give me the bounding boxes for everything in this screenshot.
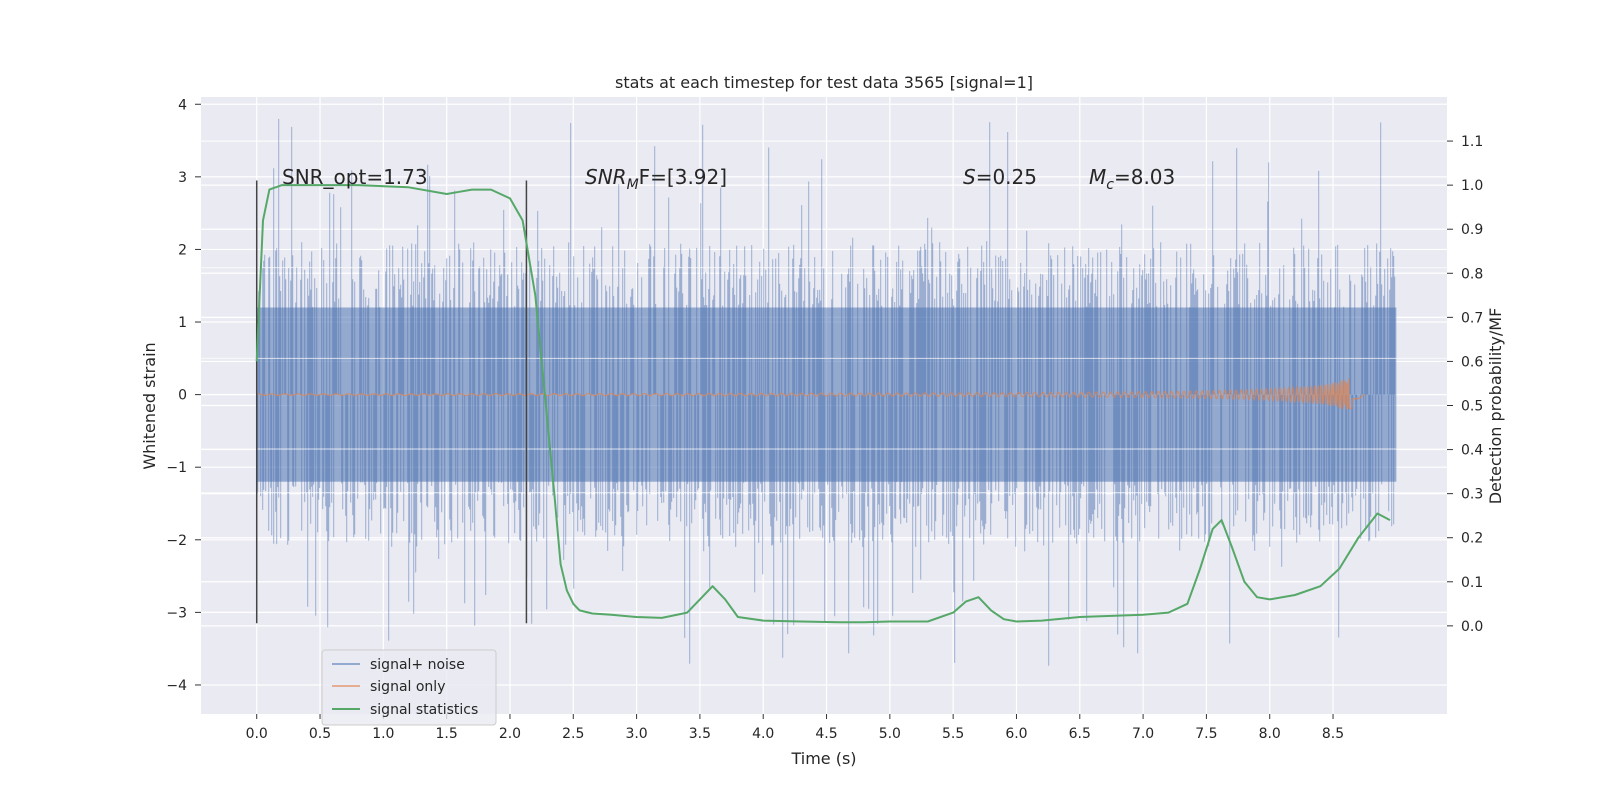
x-tick-label-6: 3.0	[625, 726, 647, 742]
ticks: 0.0 0.5 1.0 1.5 2.0 2.5 3.0 3.5 4.0 4.5 5.0 5.5 6.0 6…	[166, 97, 1483, 742]
snr-mf-rest: F=[3.92]	[639, 165, 727, 189]
x-tick-label-17: 8.5	[1322, 726, 1344, 742]
y-tick-label-6: 2	[178, 242, 187, 258]
x-tick-label-8: 4.0	[752, 726, 774, 742]
window-markers	[255, 180, 528, 624]
snr-mf-sub: M	[627, 177, 639, 193]
y-right-tick-label-10: 1.0	[1461, 178, 1483, 194]
x-tick-label-12: 6.0	[1005, 726, 1027, 742]
chart-title: stats at each timestep for test data 356…	[615, 73, 1033, 92]
y-right-tick-label-5: 0.5	[1461, 399, 1483, 415]
x-tick-label-15: 7.5	[1195, 726, 1217, 742]
y-axis-right-label: Detection probability/MF	[1486, 308, 1505, 505]
x-tick-label-11: 5.5	[942, 726, 964, 742]
y-tick-label-3: −1	[166, 460, 187, 476]
series-signal-only	[256, 378, 1366, 410]
x-tick-label-9: 4.5	[815, 726, 837, 742]
signal-only-line	[256, 378, 1366, 410]
x-tick-label-10: 5.0	[879, 726, 901, 742]
x-tick-label-0: 0.0	[246, 726, 268, 742]
annotation-s: S=0.25	[963, 165, 1037, 189]
y-right-tick-label-1: 0.1	[1461, 575, 1483, 591]
signal-statistics-line	[255, 184, 1391, 624]
y-right-tick-label-8: 0.8	[1461, 266, 1483, 282]
y-tick-label-5: 1	[178, 315, 187, 331]
y-right-tick-label-7: 0.7	[1461, 310, 1483, 326]
x-tick-label-7: 3.5	[689, 726, 711, 742]
mc-value: =8.03	[1114, 165, 1175, 189]
x-tick-label-2: 1.0	[372, 726, 394, 742]
x-tick-label-3: 1.5	[436, 726, 458, 742]
y-tick-label-7: 3	[178, 170, 187, 186]
y-tick-label-4: 0	[178, 388, 187, 404]
legend-box	[321, 649, 497, 726]
legend-label-signal: signal only	[370, 679, 445, 695]
s-label: S	[963, 165, 976, 189]
s-value: =0.25	[976, 165, 1037, 189]
mc-sub: c	[1106, 177, 1114, 193]
legend: signal+ noise signal only signal statist…	[321, 649, 497, 726]
y-tick-label-1: −3	[166, 605, 187, 621]
legend-label-noise: signal+ noise	[370, 657, 465, 673]
x-tick-label-4: 2.0	[499, 726, 521, 742]
x-tick-label-5: 2.5	[562, 726, 584, 742]
y-tick-label-8: 4	[178, 97, 187, 113]
y-right-tick-label-11: 1.1	[1461, 134, 1483, 150]
x-tick-label-14: 7.0	[1132, 726, 1154, 742]
y-right-tick-label-4: 0.4	[1461, 443, 1483, 459]
x-tick-label-13: 6.5	[1069, 726, 1091, 742]
snr-mf-base: SNR	[585, 165, 627, 189]
y-tick-label-0: −4	[166, 678, 187, 694]
legend-label-stats: signal statistics	[370, 702, 478, 718]
annotation-snr-mf: SNRMF=[3.92]	[585, 165, 727, 193]
mc-label: M	[1089, 165, 1106, 189]
y-tick-label-2: −2	[166, 533, 187, 549]
annotation-snr-opt: SNR_opt=1.73	[282, 165, 428, 189]
y-right-tick-label-3: 0.3	[1461, 487, 1483, 503]
y-right-tick-label-2: 0.2	[1461, 531, 1483, 547]
y-right-tick-label-0: 0.0	[1461, 619, 1483, 635]
y-axis-label: Whitened strain	[140, 342, 159, 469]
x-tick-label-16: 8.0	[1259, 726, 1281, 742]
y-right-tick-label-6: 0.6	[1461, 354, 1483, 370]
series-signal-statistics	[255, 184, 1391, 624]
x-tick-label-1: 0.5	[309, 726, 331, 742]
y-right-tick-label-9: 0.9	[1461, 222, 1483, 238]
annotation-mc: Mc=8.03	[1089, 165, 1175, 193]
x-axis-label: Time (s)	[790, 749, 856, 768]
